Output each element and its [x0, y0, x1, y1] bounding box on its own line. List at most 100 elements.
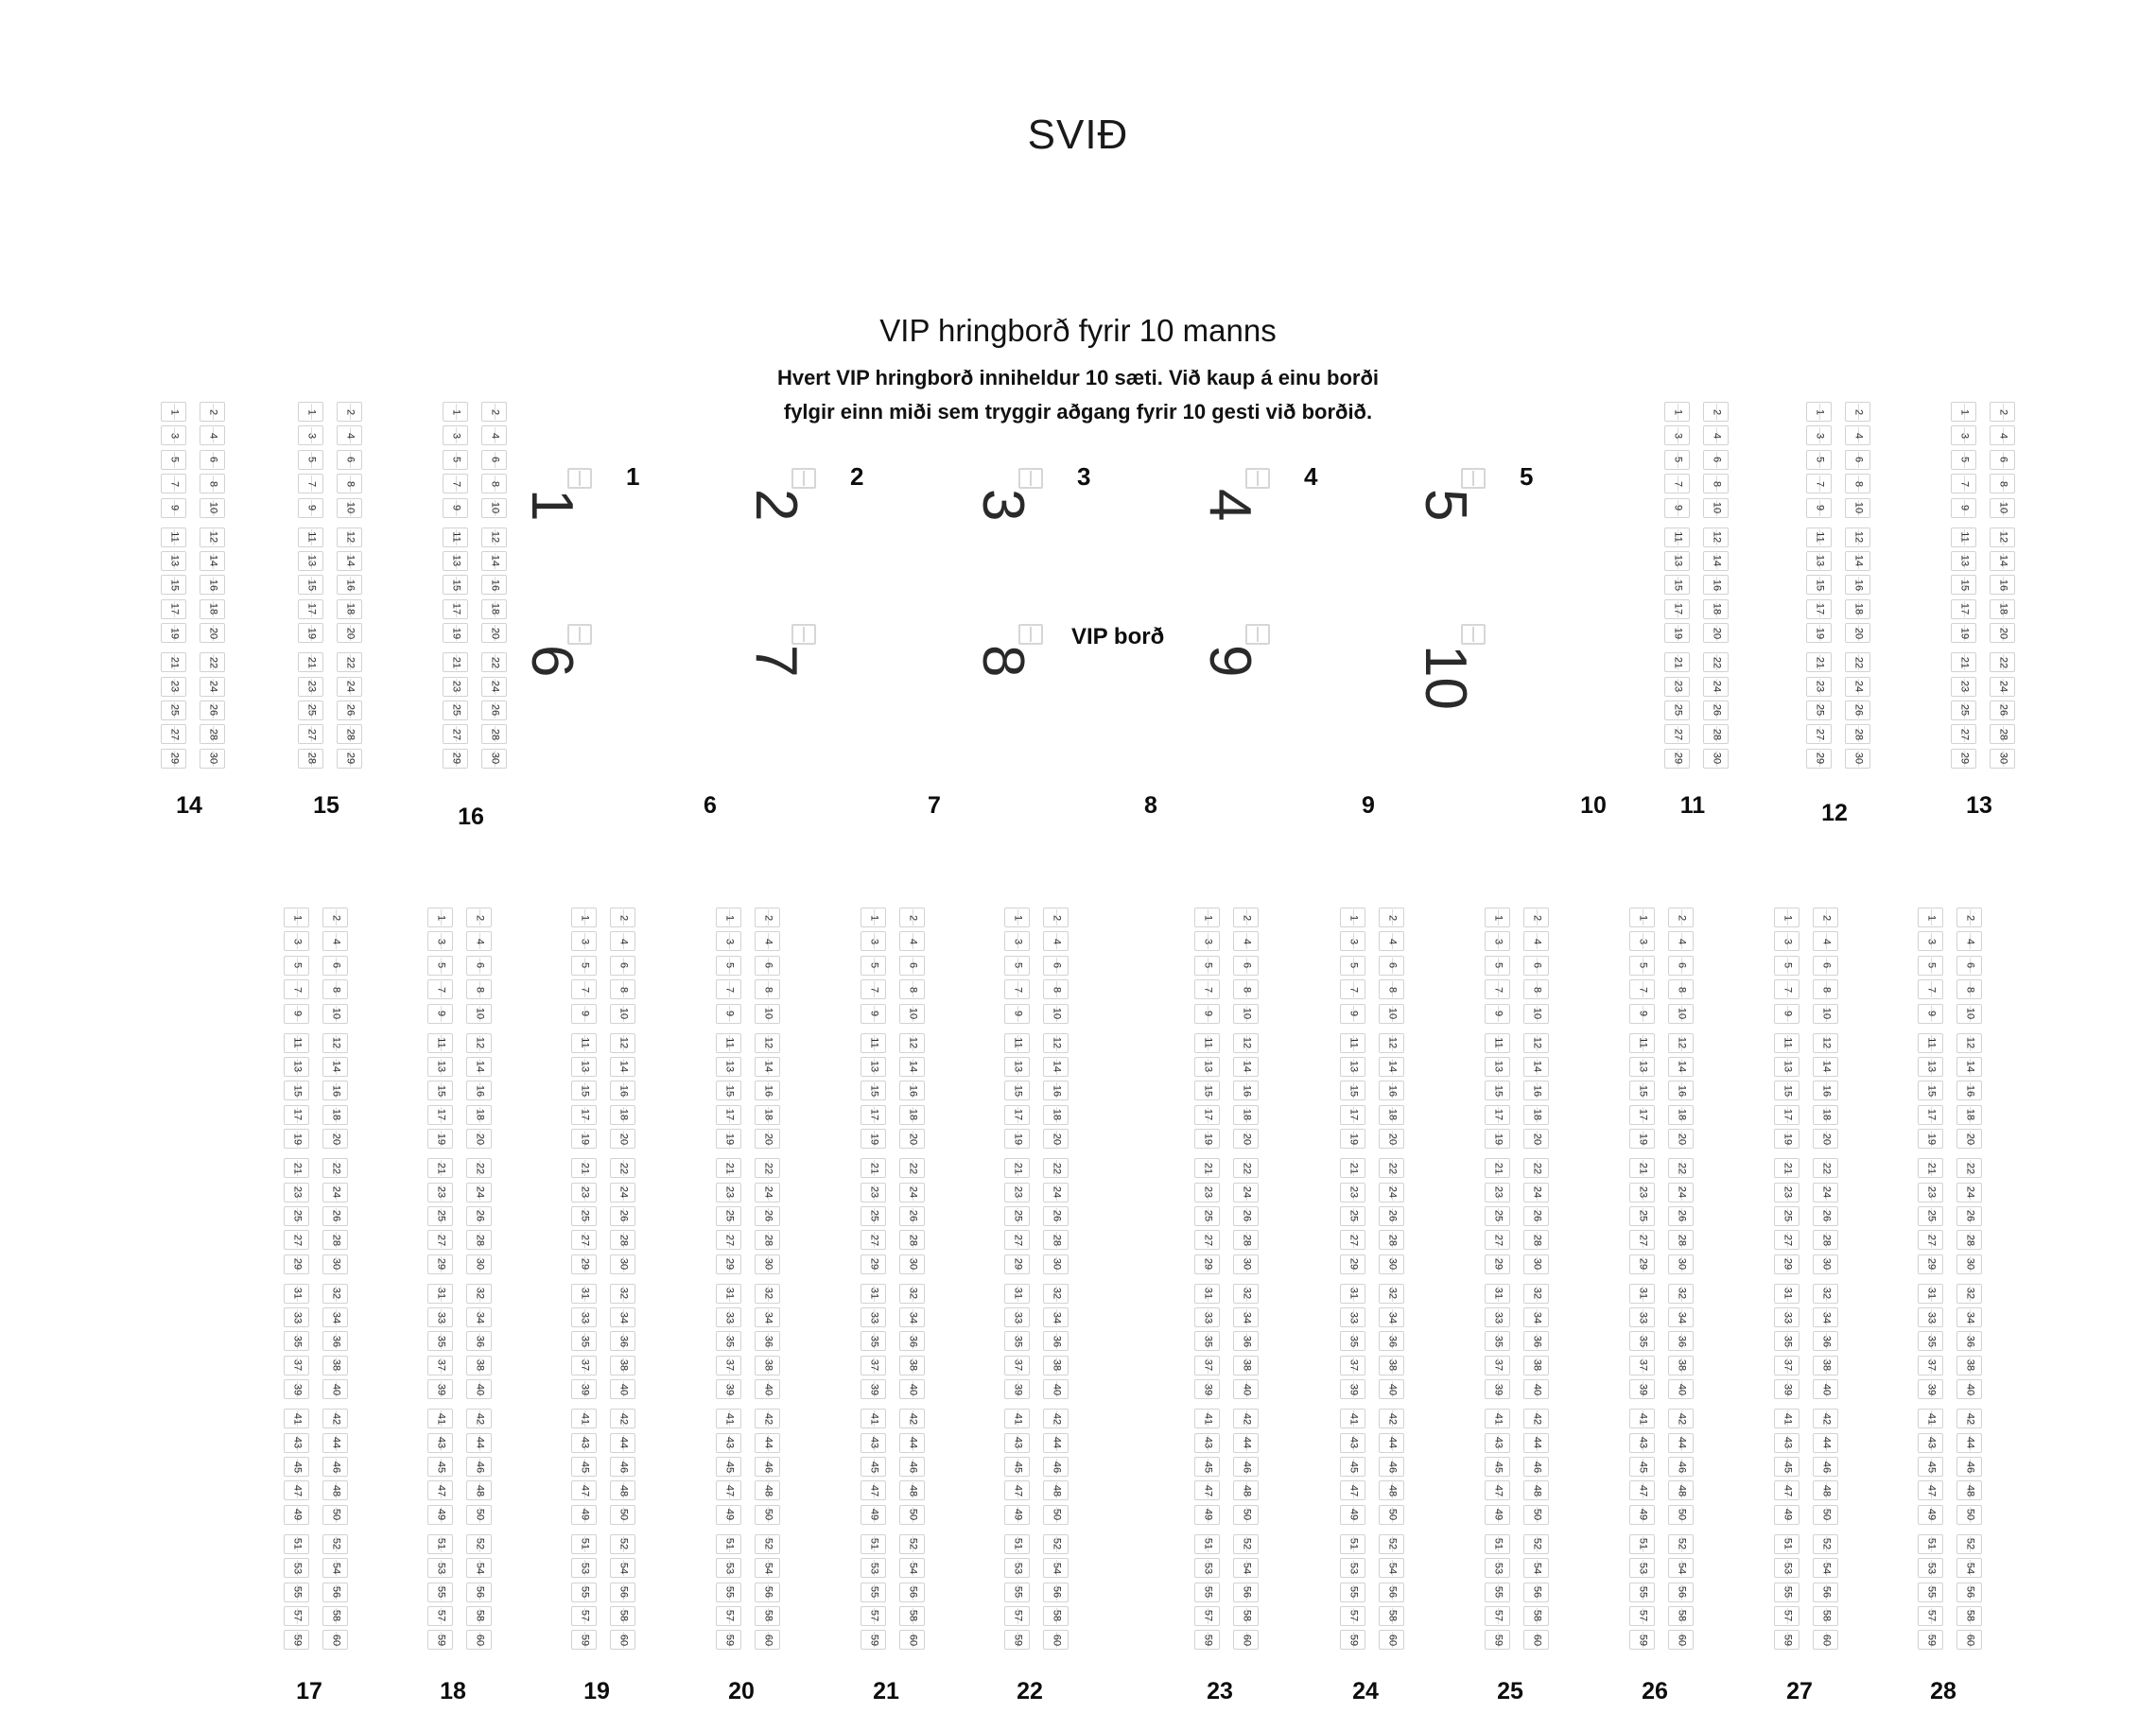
seat[interactable]: 48: [1813, 1480, 1838, 1501]
seat[interactable]: 42: [755, 1409, 780, 1429]
seat[interactable]: 38: [899, 1355, 925, 1375]
seat[interactable]: 4: [1233, 931, 1259, 952]
seat[interactable]: 48: [466, 1480, 492, 1501]
seat[interactable]: 54: [610, 1558, 635, 1579]
seat[interactable]: 43: [1194, 1432, 1220, 1453]
seat[interactable]: 42: [610, 1409, 635, 1429]
seat[interactable]: 10: [610, 1003, 635, 1024]
seat[interactable]: 10: [1990, 497, 2015, 518]
seat[interactable]: 18: [466, 1104, 492, 1125]
seat[interactable]: 20: [1703, 623, 1729, 644]
seat[interactable]: 47: [716, 1480, 741, 1501]
seat[interactable]: 60: [1043, 1630, 1069, 1651]
seat[interactable]: 39: [284, 1379, 309, 1400]
seat[interactable]: 40: [899, 1379, 925, 1400]
seat[interactable]: 34: [1043, 1307, 1069, 1328]
seat[interactable]: 29: [1004, 1254, 1030, 1274]
seat[interactable]: 37: [1340, 1355, 1365, 1375]
seat[interactable]: 15: [284, 1081, 309, 1101]
seat[interactable]: 10: [1703, 497, 1729, 518]
seat[interactable]: 38: [1956, 1355, 1982, 1375]
seat[interactable]: 51: [861, 1533, 886, 1554]
seat[interactable]: 50: [1956, 1504, 1982, 1525]
seat[interactable]: 20: [755, 1129, 780, 1150]
seat[interactable]: 49: [1004, 1504, 1030, 1525]
seat[interactable]: 17: [427, 1104, 453, 1125]
seat[interactable]: 57: [861, 1605, 886, 1626]
seat[interactable]: 57: [1004, 1605, 1030, 1626]
seat[interactable]: 19: [1918, 1129, 1943, 1150]
seat[interactable]: 47: [1004, 1480, 1030, 1501]
seat[interactable]: 51: [1194, 1533, 1220, 1554]
seat[interactable]: 19: [284, 1129, 309, 1150]
seat[interactable]: 46: [1956, 1457, 1982, 1478]
seat[interactable]: 21: [1774, 1158, 1800, 1179]
seat[interactable]: 11: [1664, 527, 1690, 547]
seat[interactable]: 34: [1233, 1307, 1259, 1328]
seat[interactable]: 24: [200, 676, 225, 697]
seat[interactable]: 33: [1485, 1307, 1510, 1328]
seat[interactable]: 21: [1194, 1158, 1220, 1179]
seat[interactable]: 16: [1813, 1081, 1838, 1101]
seat[interactable]: 57: [427, 1605, 453, 1626]
seat[interactable]: 20: [200, 623, 225, 644]
seat[interactable]: 19: [861, 1129, 886, 1150]
seat[interactable]: 12: [322, 1032, 348, 1053]
seat[interactable]: 13: [861, 1056, 886, 1077]
seat[interactable]: 4: [322, 931, 348, 952]
seat[interactable]: 21: [1664, 652, 1690, 673]
seat[interactable]: 6: [1233, 955, 1259, 976]
seat[interactable]: 8: [1523, 979, 1549, 1000]
seat[interactable]: 9: [1951, 497, 1976, 518]
seat[interactable]: 44: [1956, 1432, 1982, 1453]
seat[interactable]: 5: [298, 449, 323, 470]
seat[interactable]: 7: [427, 979, 453, 1000]
seat[interactable]: 52: [1956, 1533, 1982, 1554]
seat[interactable]: 27: [443, 724, 468, 745]
seat[interactable]: 41: [1004, 1409, 1030, 1429]
seat[interactable]: 34: [1668, 1307, 1694, 1328]
seat[interactable]: 3: [1194, 931, 1220, 952]
seat[interactable]: 8: [1703, 474, 1729, 494]
seat[interactable]: 18: [1813, 1104, 1838, 1125]
seat[interactable]: 19: [427, 1129, 453, 1150]
seat[interactable]: 50: [755, 1504, 780, 1525]
seat[interactable]: 9: [1806, 497, 1832, 518]
seat[interactable]: 1: [1629, 908, 1655, 927]
seat[interactable]: 22: [899, 1158, 925, 1179]
seat[interactable]: 4: [200, 425, 225, 446]
seat[interactable]: 27: [1194, 1230, 1220, 1251]
seat[interactable]: 7: [1629, 979, 1655, 1000]
seat[interactable]: 19: [298, 623, 323, 644]
seat[interactable]: 2: [1233, 908, 1259, 927]
seat[interactable]: 29: [427, 1254, 453, 1274]
seat[interactable]: 17: [1806, 598, 1832, 619]
seat[interactable]: 22: [610, 1158, 635, 1179]
seat[interactable]: 9: [571, 1003, 597, 1024]
seat[interactable]: 28: [337, 724, 362, 745]
seat[interactable]: 36: [1043, 1331, 1069, 1352]
seat[interactable]: 33: [1194, 1307, 1220, 1328]
seat[interactable]: 3: [1951, 425, 1976, 446]
seat[interactable]: 24: [1813, 1182, 1838, 1202]
seat[interactable]: 48: [1043, 1480, 1069, 1501]
seat[interactable]: 41: [284, 1409, 309, 1429]
seat[interactable]: 12: [1233, 1032, 1259, 1053]
seat[interactable]: 60: [1523, 1630, 1549, 1651]
seat[interactable]: 2: [481, 402, 507, 422]
seat[interactable]: 22: [1043, 1158, 1069, 1179]
seat[interactable]: 58: [755, 1605, 780, 1626]
seat[interactable]: 56: [899, 1582, 925, 1602]
seat[interactable]: 42: [1523, 1409, 1549, 1429]
seat[interactable]: 49: [427, 1504, 453, 1525]
seat[interactable]: 60: [1956, 1630, 1982, 1651]
seat[interactable]: 15: [1194, 1081, 1220, 1101]
seat[interactable]: 10: [1956, 1003, 1982, 1024]
seat[interactable]: 29: [1951, 748, 1976, 769]
seat[interactable]: 50: [322, 1504, 348, 1525]
seat[interactable]: 6: [755, 955, 780, 976]
seat[interactable]: 9: [443, 497, 468, 518]
seat[interactable]: 21: [716, 1158, 741, 1179]
seat[interactable]: 54: [755, 1558, 780, 1579]
seat[interactable]: 32: [1233, 1283, 1259, 1304]
